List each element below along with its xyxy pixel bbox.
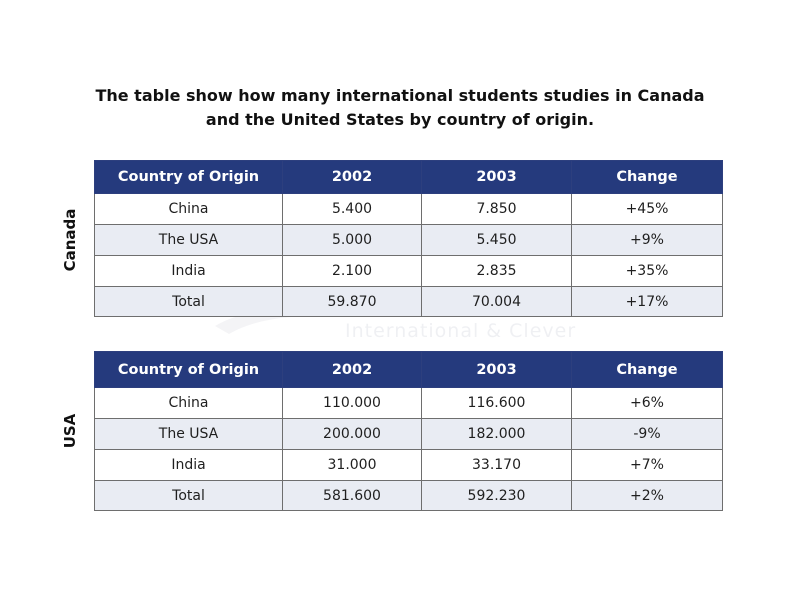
section-label-canada: Canada [61, 208, 79, 272]
watermark-tagline: International & Clever [345, 320, 577, 342]
cell-2002: 200.000 [282, 418, 422, 450]
cell-change: +6% [571, 387, 723, 419]
cell-2003: 7.850 [421, 193, 572, 225]
cell-change: +7% [571, 449, 723, 481]
table-row: China 110.000 116.600 +6% [94, 387, 723, 419]
column-header-2002: 2002 [282, 351, 422, 388]
table-header-row: Country of Origin 2002 2003 Change [94, 351, 723, 388]
cell-2003: 5.450 [421, 224, 572, 256]
section-label-usa: USA [61, 413, 79, 449]
cell-2003: 592.230 [421, 480, 572, 511]
cell-change: -9% [571, 418, 723, 450]
cell-2002: 5.000 [282, 224, 422, 256]
column-header-2002: 2002 [282, 160, 422, 194]
cell-2002: 59.870 [282, 286, 422, 317]
column-header-2003: 2003 [421, 351, 572, 388]
column-header-2003: 2003 [421, 160, 572, 194]
chart-title-line-1: The table show how many international st… [95, 86, 705, 105]
cell-2002: 5.400 [282, 193, 422, 225]
cell-2003: 2.835 [421, 255, 572, 287]
cell-2003: 70.004 [421, 286, 572, 317]
cell-country: China [94, 387, 283, 419]
table-total-row: Total 581.600 592.230 +2% [94, 480, 723, 511]
column-header-change: Change [571, 351, 723, 388]
table-row: India 2.100 2.835 +35% [94, 255, 723, 287]
usa-table: Country of Origin 2002 2003 Change China… [94, 351, 723, 511]
chart-title: The table show how many international st… [60, 84, 740, 132]
cell-change: +17% [571, 286, 723, 317]
column-header-change: Change [571, 160, 723, 194]
table-row: The USA 200.000 182.000 -9% [94, 418, 723, 450]
table-row: The USA 5.000 5.450 +9% [94, 224, 723, 256]
table-total-row: Total 59.870 70.004 +17% [94, 286, 723, 317]
cell-2003: 116.600 [421, 387, 572, 419]
cell-2002: 31.000 [282, 449, 422, 481]
column-header-country: Country of Origin [94, 351, 283, 388]
cell-2003: 182.000 [421, 418, 572, 450]
cell-2002: 581.600 [282, 480, 422, 511]
chart-title-line-2: and the United States by country of orig… [205, 110, 595, 129]
table-header-row: Country of Origin 2002 2003 Change [94, 160, 723, 194]
canada-table: Country of Origin 2002 2003 Change China… [94, 160, 723, 317]
table-row: India 31.000 33.170 +7% [94, 449, 723, 481]
cell-country: India [94, 255, 283, 287]
cell-change: +35% [571, 255, 723, 287]
cell-change: +9% [571, 224, 723, 256]
cell-country: India [94, 449, 283, 481]
cell-2002: 110.000 [282, 387, 422, 419]
cell-change: +45% [571, 193, 723, 225]
cell-change: +2% [571, 480, 723, 511]
cell-country: The USA [94, 418, 283, 450]
cell-2002: 2.100 [282, 255, 422, 287]
cell-2003: 33.170 [421, 449, 572, 481]
cell-country: China [94, 193, 283, 225]
cell-country: Total [94, 286, 283, 317]
table-row: China 5.400 7.850 +45% [94, 193, 723, 225]
cell-country: The USA [94, 224, 283, 256]
cell-country: Total [94, 480, 283, 511]
column-header-country: Country of Origin [94, 160, 283, 194]
